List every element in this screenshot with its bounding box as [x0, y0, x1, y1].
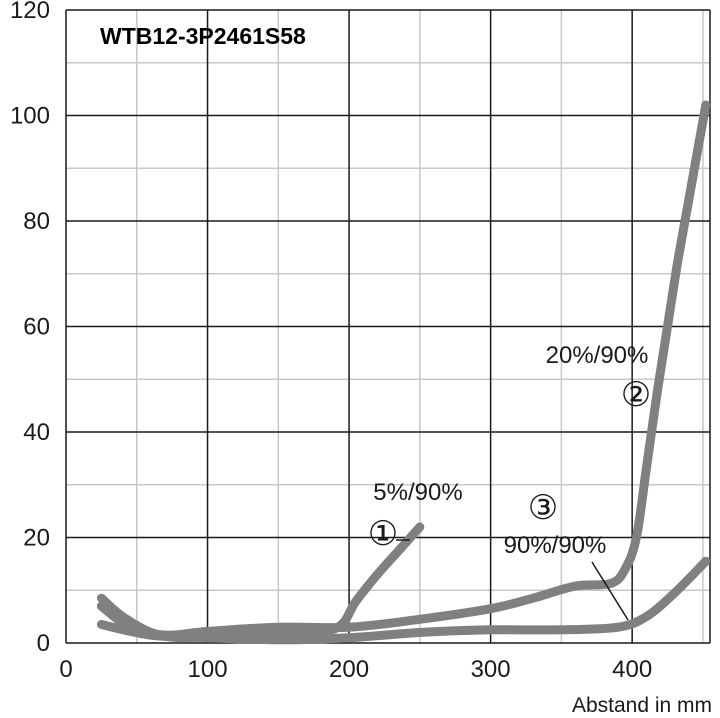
series-line-20pct-90pct [96, 100, 711, 640]
y-tick-label: 100 [10, 103, 50, 130]
annotation-5pct-marker: ① [368, 514, 398, 554]
annotation-90pct: 90%/90% [504, 532, 607, 559]
x-tick-labels: 0 100 200 300 400 [59, 656, 652, 683]
annotation-20pct: 20%/90% [546, 342, 649, 369]
y-tick-label: 80 [23, 208, 50, 235]
series-lines [96, 100, 711, 645]
y-tick-label: 20 [23, 525, 50, 552]
y-tick-label: 120 [10, 0, 50, 24]
chart-title: WTB12-3P2461S58 [100, 23, 306, 49]
x-tick-label: 0 [59, 656, 72, 683]
x-tick-label: 100 [188, 656, 228, 683]
annotation-90pct-marker: ③ [528, 488, 558, 528]
annotation-5pct: 5%/90% [373, 479, 462, 506]
annotation-leaders [396, 539, 629, 621]
y-tick-labels: 0 20 40 60 80 100 120 [10, 0, 50, 657]
annotation-20pct-marker: ② [621, 375, 651, 415]
x-tick-label: 200 [329, 656, 369, 683]
major-gridlines [65, 9, 711, 644]
series-line-90pct-90pct [96, 556, 711, 645]
leader-line-90pct [591, 561, 629, 621]
x-axis-label: Abstand in mm [572, 694, 712, 717]
y-tick-label: 0 [37, 630, 50, 657]
y-tick-label: 40 [23, 419, 50, 446]
x-tick-label: 400 [612, 656, 652, 683]
y-tick-label: 60 [23, 314, 50, 341]
x-tick-label: 300 [471, 656, 511, 683]
